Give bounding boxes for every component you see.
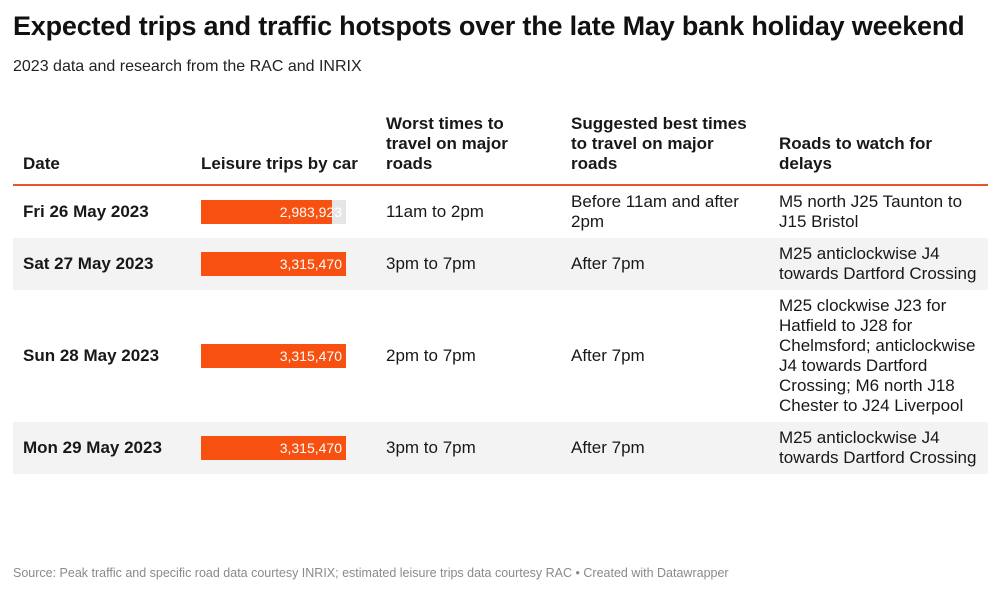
source-note: Source: Peak traffic and specific road d… [13,566,729,580]
column-header-worst-times[interactable]: Worst times to travel on major roads [376,108,561,186]
trips-bar-track: 3,315,470 [201,436,346,460]
worst-times-cell: 3pm to 7pm [376,422,561,474]
column-header-date[interactable]: Date [13,108,191,186]
trips-table: Date Leisure trips by car Worst times to… [13,108,988,474]
roads-cell: M25 anticlockwise J4 towards Dartford Cr… [769,238,988,290]
date-cell: Sat 27 May 2023 [13,238,191,290]
trips-bar [201,436,346,460]
trips-cell: 3,315,470 [191,290,376,422]
best-times-cell: Before 11am and after 2pm [571,192,739,231]
date-cell: Sun 28 May 2023 [23,346,160,365]
table-header-row: Date Leisure trips by car Worst times to… [13,108,988,186]
roads-cell: M25 anticlockwise J4 towards Dartford Cr… [769,422,988,474]
trips-bar [201,252,346,276]
trips-bar [201,344,346,368]
column-header-roads[interactable]: Roads to watch for delays [769,108,988,186]
column-header-leisure-trips[interactable]: Leisure trips by car [191,108,376,186]
roads-cell: M25 clockwise J23 for Hatfield to J28 fo… [779,296,976,415]
trips-bar-track: 2,983,923 [201,200,346,224]
roads-cell: M5 north J25 Taunton to J15 Bristol [779,192,963,231]
trips-bar-label: 3,315,470 [279,440,342,456]
trips-bar-label: 2,983,923 [279,204,342,220]
worst-times-cell: 11am to 2pm [386,202,484,221]
table-row: Fri 26 May 2023 2,983,923 11am to 2pm Be… [13,185,988,238]
trips-cell: 3,315,470 [191,238,376,290]
date-cell: Fri 26 May 2023 [23,202,149,221]
trips-bar-track: 3,315,470 [201,252,346,276]
table-row: Sat 27 May 2023 3,315,470 3pm to 7pm Aft… [13,238,988,290]
best-times-cell: After 7pm [561,422,769,474]
worst-times-cell: 3pm to 7pm [376,238,561,290]
trips-cell: 2,983,923 [191,185,376,238]
chart-title: Expected trips and traffic hotspots over… [13,11,965,41]
trips-bar-track: 3,315,470 [201,344,346,368]
trips-bar [201,200,332,224]
column-header-best-times[interactable]: Suggested best times to travel on major … [561,108,769,186]
best-times-cell: After 7pm [571,346,645,365]
trips-cell: 3,315,470 [191,422,376,474]
worst-times-cell: 2pm to 7pm [386,346,476,365]
date-cell: Mon 29 May 2023 [13,422,191,474]
trips-bar-label: 3,315,470 [279,256,342,272]
best-times-cell: After 7pm [561,238,769,290]
trips-bar-label: 3,315,470 [279,348,342,364]
table-row: Sun 28 May 2023 3,315,470 2pm to 7pm Aft… [13,290,988,422]
table-row: Mon 29 May 2023 3,315,470 3pm to 7pm Aft… [13,422,988,474]
chart-subtitle: 2023 data and research from the RAC and … [13,58,362,75]
